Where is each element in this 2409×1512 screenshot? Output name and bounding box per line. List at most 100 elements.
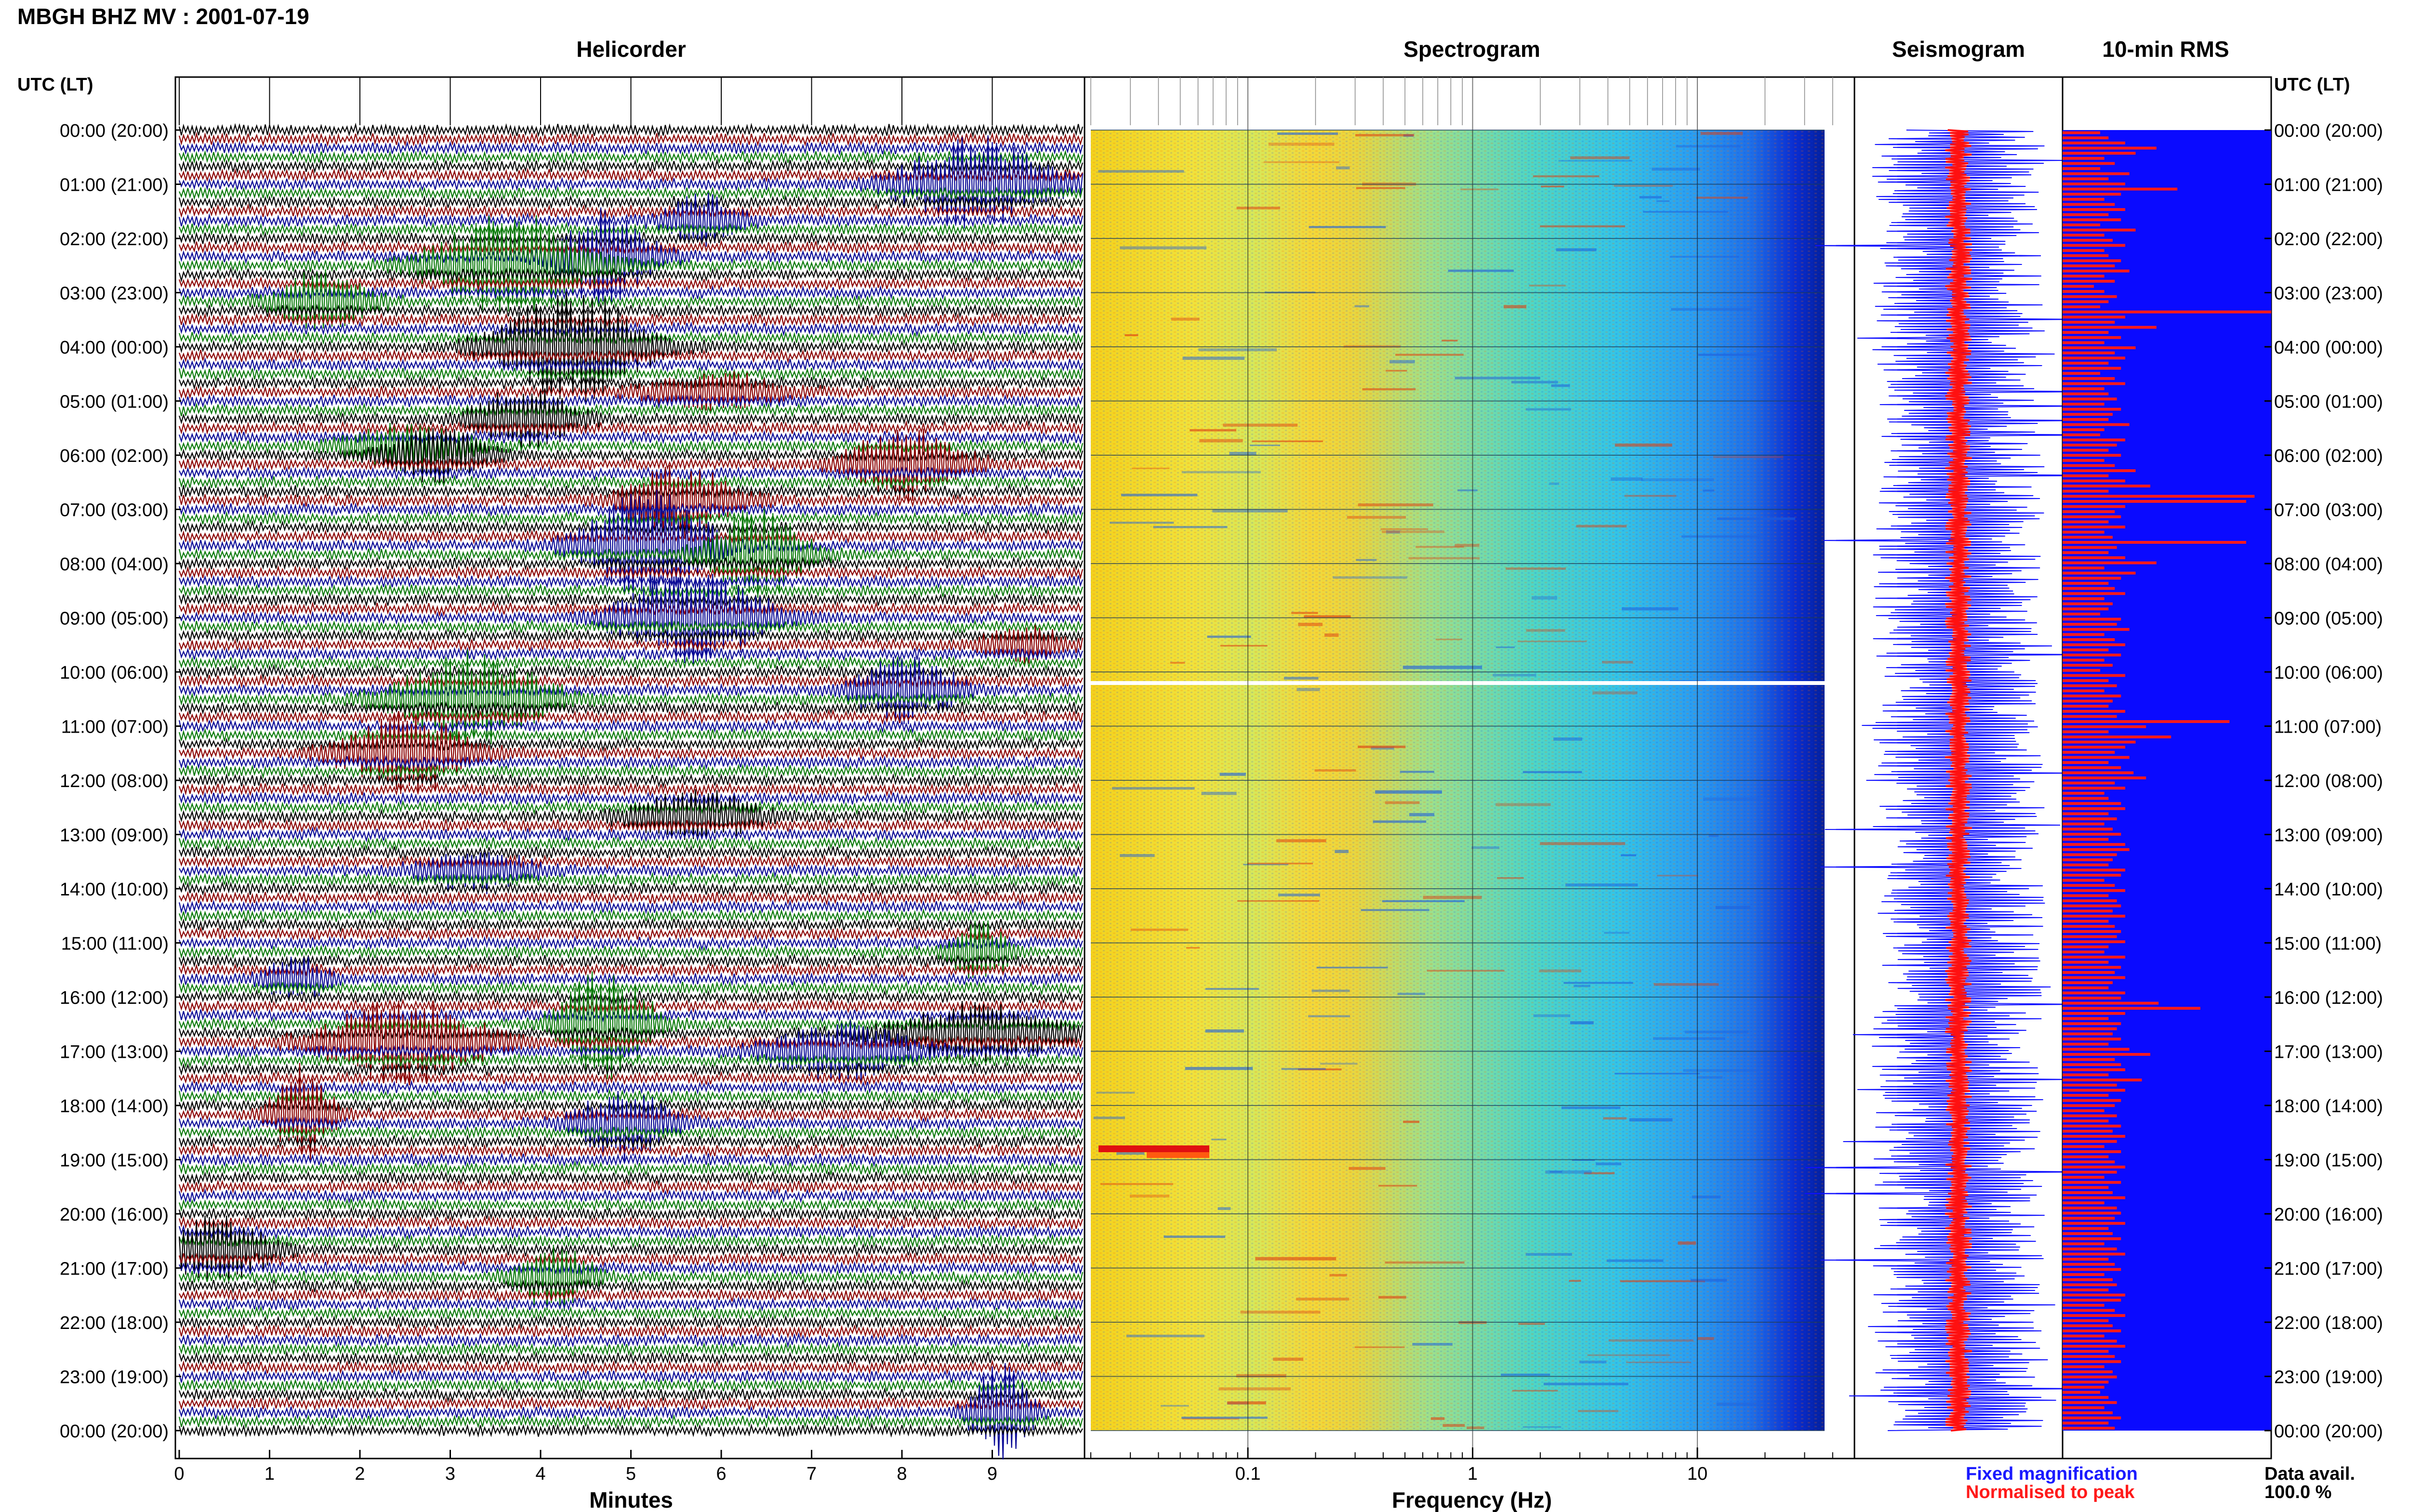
helicorder-trace [178,1020,1084,1084]
helicorder-trace [178,193,1084,247]
rms-bar [2063,423,2130,426]
spectrogram-streak [1443,1424,1465,1427]
spectrogram-streak [1385,369,1407,372]
spectrogram-streak [1471,846,1499,849]
spectrogram-streak [1181,1417,1268,1419]
spectrogram-streak [1205,988,1259,990]
rms-bar [2063,1406,2105,1409]
helicorder-trace [178,1359,1084,1375]
rms-bar [2063,930,2121,933]
spectrogram-streak [1549,1170,1562,1173]
rms-bar [2063,1027,2117,1030]
helicorder-trace [178,1305,1084,1321]
spectrogram-streak [1497,877,1524,879]
helicorder-trace [178,1323,1084,1339]
spectrogram-streak [1641,478,1714,481]
rms-bar [2063,915,2125,918]
spectrogram-streak [1493,674,1536,677]
helicorder-trace [178,773,1084,789]
helicorder-trace [178,1088,1084,1104]
rms-bar [2063,1242,2105,1246]
rms-bar [2063,310,2271,314]
spectrogram-streak [1708,834,1719,837]
spectrogram-streak [1611,477,1643,481]
time-label-left: 21:00 (17:00) [60,1259,169,1279]
rms-bar [2063,182,2125,185]
rms-bar [2063,489,2109,493]
rms-bar [2063,597,2105,600]
rms-bar [2063,1340,2117,1343]
rms-bar [2063,740,2136,744]
helicorder-trace [179,465,1084,481]
rms-bar [2063,1283,2117,1287]
rms-bar [2063,1329,2121,1332]
rms-bar [2063,172,2130,175]
rms-bar [2063,787,2125,790]
rms-bar [2063,1334,2105,1338]
helicorder-trace [178,1215,1084,1284]
rms-bar [2063,1124,2121,1128]
rms-title: 10-min RMS [2102,37,2229,62]
rms-bar [2063,208,2125,211]
spectrogram-streak [1371,747,1394,750]
rms-bar [2063,1421,2109,1425]
time-label-left: 06:00 (02:00) [60,446,169,466]
spectrogram-streak [1298,622,1323,626]
spectrogram-streak [1218,1387,1291,1391]
rms-bar [2063,1001,2159,1005]
rms-bar [2063,377,2115,380]
helicorder-trace [178,980,1084,996]
helicorder-trace [178,657,1084,724]
helicorder-trace [178,1315,1084,1330]
spectrogram-streak [1703,489,1715,492]
spectrogram-streak [1556,248,1597,251]
rms-bar [2063,392,2109,395]
helicorder-trace [178,1368,1084,1384]
helicorder-trace [178,302,1084,318]
rms-bar [2063,1355,2115,1358]
spectrogram-streak [1273,1357,1304,1361]
rms-bar [2063,781,2115,785]
spectrogram-streak [1096,1091,1135,1094]
frequency-tick-label: 10 [1687,1464,1707,1484]
spectrogram-streak [1570,156,1630,159]
rms-bar [2063,730,2109,734]
rms-bar [2063,561,2157,565]
spectrogram-streak [1553,737,1583,741]
helicorder-trace [178,402,1084,418]
rms-bar [2063,1206,2117,1210]
rms-bar [2063,1262,2115,1266]
helicorder-trace [178,291,1084,402]
rms-bar [2063,1068,2125,1071]
spectrogram-streak [1545,1170,1592,1174]
minute-tick-label: 4 [535,1464,545,1484]
rms-bar [2063,408,2121,411]
rms-bar [2063,653,2121,657]
rms-bar [2063,1324,2113,1328]
rms-bar [2063,746,2125,749]
spectrogram-streak [1587,1354,1670,1356]
rms-bar [2063,1427,2115,1430]
rms-bar [2063,1411,2113,1414]
rms-bar [2063,843,2125,846]
rms-bar [2063,797,2109,800]
spectrogram-streak [1543,1382,1628,1385]
rms-bar [2063,920,2109,923]
spectrogram-grid [1091,77,1825,1459]
spectrogram-streak [1281,1068,1326,1070]
spectrogram-streak [1713,456,1784,458]
rms-bar [2063,664,2113,667]
time-label-right: 15:00 (11:00) [2274,934,2382,954]
spectrogram-streak [1278,894,1320,896]
helicorder-trace [178,1296,1084,1312]
rms-bar [2063,648,2109,652]
spectrogram-streak [1240,1311,1321,1314]
rms-bar [2063,807,2125,810]
rms-bar [2063,618,2121,621]
helicorder-trace [178,555,1084,571]
helicorder-trace [178,371,1084,411]
helicorder-trace [178,135,1084,229]
helicorder-trace [178,1251,1084,1267]
spectrogram-streak [1160,1405,1189,1407]
helicorder-trace [178,957,1084,1000]
